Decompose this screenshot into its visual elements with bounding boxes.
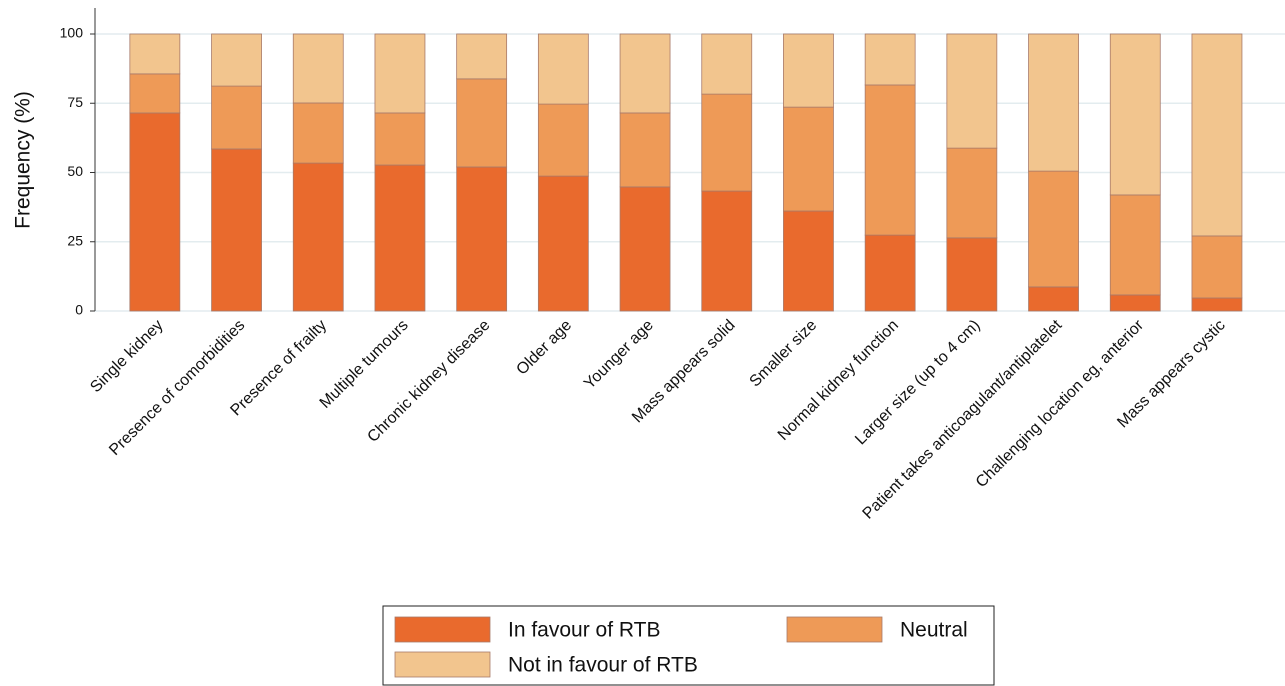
bar-segment [783,106,834,212]
bar-segment [129,33,181,75]
bar-segment [946,33,998,149]
legend-label: Neutral [900,619,968,642]
bar-segment [864,84,916,236]
x-tick-label: Older age [513,317,575,379]
bar-segment [292,102,344,164]
legend-label: Not in favour of RTB [508,654,698,677]
legend-swatch [786,616,883,643]
bar-segment [946,237,998,312]
bar-segment [292,162,344,312]
bar-segment [864,33,916,86]
bar-segment [211,33,262,87]
bar-segment [456,166,508,312]
bar-segment [211,85,262,150]
bar-segment [1028,286,1079,312]
bar-segment [292,33,344,104]
x-tick-label: Smaller size [747,317,821,391]
bar-segment [619,112,671,188]
bar-segment [1109,33,1161,196]
bar-segment [129,112,181,312]
y-axis-label: Frequency (%) [12,91,35,229]
x-tick-label: Presence of comorbidities [106,317,248,459]
bar-segment [1191,33,1243,237]
bar-segment [783,210,834,312]
y-tick-label: 50 [67,163,83,179]
y-tick-label: 25 [67,232,83,248]
bar-segment [456,33,508,80]
bar-segment [1028,33,1079,172]
bar-segment [783,33,834,108]
legend-swatch [394,651,491,678]
bar-segment [1109,194,1161,296]
bar-segment [1028,170,1079,288]
bar-segment [619,33,671,114]
bar-segment [701,93,753,192]
x-tick-label: Multiple tumours [317,317,412,412]
x-tick-label: Younger age [581,317,657,393]
bar-segment [537,33,589,105]
bar-segment [701,190,753,312]
bar-segment [1191,297,1243,312]
bar-segment [374,164,426,312]
y-tick-label: 0 [75,302,83,318]
bar-segment [129,73,181,114]
y-tick-label: 75 [67,94,83,110]
bar-segment [1191,235,1243,299]
bar-segment [946,147,998,239]
legend-label: In favour of RTB [508,619,661,642]
bar-segment [537,103,589,177]
bar-segment [456,78,508,168]
bar-segment [374,33,426,114]
bar-segment [211,148,262,312]
y-tick-label: 100 [60,25,84,41]
bar-segment [864,234,916,312]
bar-segment [701,33,753,95]
bar-segment [1109,294,1161,312]
bar-segment [537,175,589,312]
legend-swatch [394,616,491,643]
bar-segment [619,186,671,312]
bar-segment [374,112,426,166]
x-tick-label: Single kidney [87,317,166,396]
x-tick-label: Challenging location eg, anterior [973,316,1148,491]
